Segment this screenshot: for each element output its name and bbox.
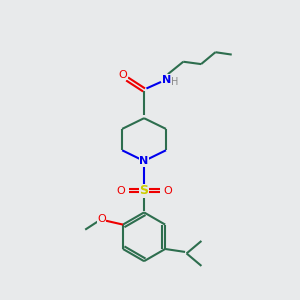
Text: H: H xyxy=(171,77,179,87)
Text: N: N xyxy=(140,156,149,166)
Text: O: O xyxy=(164,186,172,196)
Text: O: O xyxy=(118,70,127,80)
Text: S: S xyxy=(140,184,148,197)
Text: O: O xyxy=(97,214,106,224)
Text: O: O xyxy=(116,186,125,196)
Text: N: N xyxy=(162,75,172,85)
